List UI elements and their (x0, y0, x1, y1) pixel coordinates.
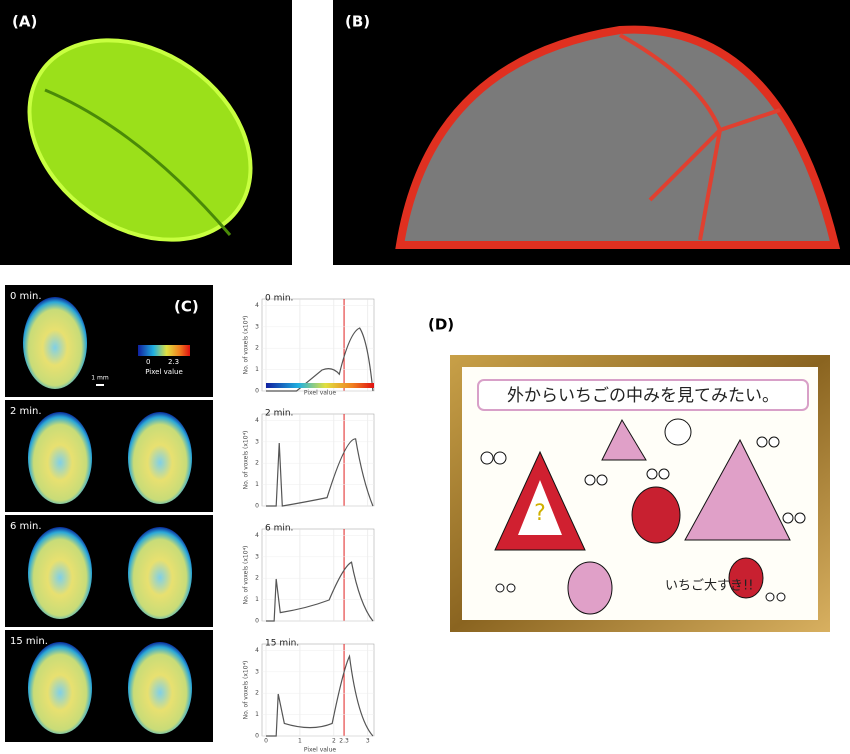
y-tick-label: 1 (255, 366, 259, 373)
seed-scan (28, 527, 92, 619)
colorbar-max: 2.3 (168, 358, 179, 366)
histogram-curve (266, 327, 374, 392)
plot-area (261, 528, 375, 622)
seed-scan (28, 412, 92, 504)
panel-label: (C) (174, 298, 199, 316)
eyes (480, 436, 806, 602)
time-label: 6 min. (10, 521, 42, 532)
histogram-curve (266, 438, 374, 507)
y-axis-label: No. of voxels (x10⁴) (243, 316, 250, 375)
seed-3d (27, 38, 253, 242)
seed-scan (128, 642, 192, 734)
colorbar-title: Pixel value (145, 368, 183, 376)
histogram-curve (266, 654, 374, 737)
title-box (477, 379, 809, 411)
strawberry (728, 557, 764, 599)
y-tick-label: 2 (255, 690, 259, 697)
y-tick-label: 3 (255, 668, 259, 675)
y-tick-label: 3 (255, 553, 259, 560)
x-tick-label: 1 (298, 738, 302, 745)
y-axis-label: No. of voxels (x10⁴) (243, 661, 250, 720)
x-tick-label: 2 (332, 738, 336, 745)
seed-scan (128, 527, 192, 619)
y-tick-label: 2 (255, 460, 259, 467)
time-label: 15 min. (10, 636, 48, 647)
colorbar (266, 383, 374, 388)
question-mark: ? (534, 501, 546, 526)
vascular (619, 33, 781, 241)
time-label: 0 min. (10, 291, 42, 302)
seed-groove (44, 88, 232, 236)
y-axis-label: No. of voxels (x10⁴) (243, 431, 250, 490)
x-tick-label: 2.3 (339, 738, 349, 745)
y-tick-label: 0 (255, 388, 259, 395)
time-label: 2 min. (265, 409, 293, 419)
strawberry (684, 438, 791, 541)
panel-label: (D) (428, 316, 454, 334)
y-tick-label: 3 (255, 438, 259, 445)
drawing-title: 外からいちごの中みを見てみたい。 (507, 386, 779, 406)
plot-area (261, 643, 375, 737)
y-tick-label: 4 (255, 647, 259, 654)
x-tick-label: 0 (264, 738, 268, 745)
time-label: 6 min. (265, 524, 293, 534)
drawing-caption: いちご大すき!! (665, 578, 753, 594)
seed-scan (128, 412, 192, 504)
y-axis-label: No. of voxels (x10⁴) (243, 546, 250, 605)
panel-label: (B) (345, 13, 370, 31)
scale-bar-label: 1 mm (91, 375, 109, 382)
x-axis-label: Pixel value (304, 747, 336, 754)
time-label: 0 min. (265, 294, 293, 304)
seed-scan (28, 642, 92, 734)
y-tick-label: 4 (255, 417, 259, 424)
y-tick-label: 3 (255, 323, 259, 330)
seed-scan (23, 297, 87, 389)
y-tick-label: 0 (255, 733, 259, 740)
face (664, 418, 692, 446)
colorbar (138, 345, 190, 356)
time-label: 2 min. (10, 406, 42, 417)
y-tick-label: 4 (255, 532, 259, 539)
strawberry-inside (518, 480, 562, 535)
strawberry-section (395, 25, 841, 249)
y-tick-label: 1 (255, 711, 259, 718)
y-tick-label: 4 (255, 302, 259, 309)
strawberry (601, 418, 647, 461)
x-tick-label: 3 (366, 738, 370, 745)
y-tick-label: 1 (255, 481, 259, 488)
y-tick-label: 2 (255, 345, 259, 352)
histogram-curve (266, 561, 374, 622)
colorbar-min: 0 (146, 358, 150, 366)
time-label: 15 min. (265, 639, 299, 649)
strawberry (631, 486, 681, 544)
y-tick-label: 2 (255, 575, 259, 582)
y-tick-label: 0 (255, 618, 259, 625)
plot-area (261, 298, 375, 392)
plot-area (261, 413, 375, 507)
panel-c: 0 min. 0 1 2 3 4 No. of voxels (x10⁴) 0 min. 2 m… (5, 285, 375, 754)
y-tick-label: 1 (255, 596, 259, 603)
strawberry (567, 561, 613, 615)
panel-label: (A) (12, 13, 37, 31)
x-axis-label: Pixel value (304, 390, 336, 397)
y-tick-label: 0 (255, 503, 259, 510)
